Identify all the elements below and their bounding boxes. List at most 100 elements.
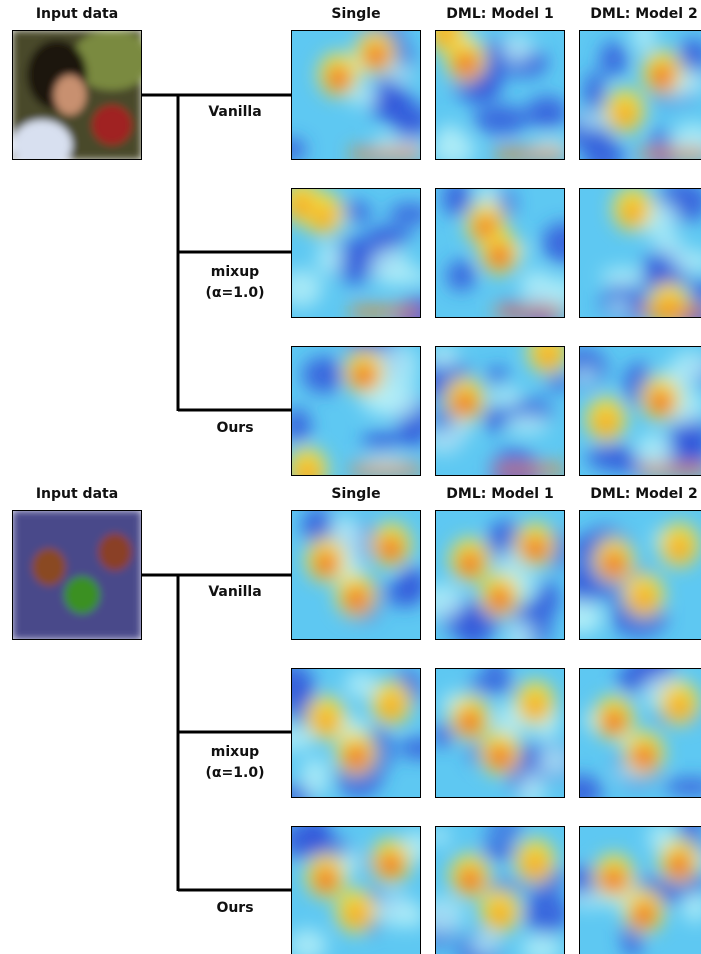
heatmap [435, 180, 586, 338]
heatmap [283, 331, 436, 492]
heatmap [417, 820, 570, 954]
cold-blob [526, 96, 569, 129]
hot-blob [614, 103, 636, 127]
column-header: DML: Model 1 [446, 486, 553, 502]
column-header: DML: Model 2 [590, 486, 697, 502]
face [54, 75, 86, 115]
light-blob [449, 421, 473, 438]
bottom-band [495, 306, 565, 318]
hot-blob [328, 67, 350, 91]
heatmap [276, 22, 433, 162]
row-label: Vanilla [208, 584, 261, 600]
hot-blob [380, 853, 402, 877]
column-header: DML: Model 2 [590, 6, 697, 22]
cold-blob [546, 374, 573, 391]
heatmap [563, 15, 701, 175]
light-blob [601, 267, 646, 286]
bottom-band [351, 464, 421, 476]
bg [12, 510, 142, 640]
row-label: Ours [216, 420, 253, 436]
bottom-band [495, 148, 565, 160]
light-blob [501, 34, 534, 64]
cold-blob [302, 357, 344, 393]
hot-blob [650, 391, 672, 415]
cold-blob [447, 260, 476, 291]
hot-blob [622, 201, 644, 225]
hot-blob [459, 710, 481, 734]
heatmap [562, 809, 701, 954]
apple-red-2 [98, 533, 132, 571]
figure: Input data Single DML: Model 1 DML: Model 2… [0, 0, 701, 954]
heatmap [430, 659, 579, 810]
tree-lines [142, 95, 291, 411]
heatmap [271, 663, 444, 808]
cold-blob [362, 432, 404, 451]
light-blob [376, 384, 420, 419]
hot-blob [668, 695, 690, 719]
bottom-band [351, 306, 421, 318]
apple-red-1 [32, 548, 66, 586]
light-blob [572, 368, 597, 385]
bottom-band [351, 148, 421, 160]
hot-blob [459, 552, 481, 576]
hot-blob [315, 710, 337, 734]
column-header: Single [331, 486, 380, 502]
shirt [12, 120, 72, 170]
hot-blob [345, 745, 367, 769]
light-blob [431, 131, 476, 168]
row-label: mixup [211, 264, 259, 280]
bottom-band [639, 148, 701, 160]
hot-blob [345, 587, 367, 611]
hot-blob [633, 745, 655, 769]
hot-blob [459, 868, 481, 892]
hot-blob [603, 868, 625, 892]
toy [92, 105, 132, 145]
heatmap [558, 649, 701, 809]
cold-blob [283, 408, 311, 443]
light-blob [429, 344, 459, 368]
hot-blob [315, 868, 337, 892]
hot-blob [489, 587, 511, 611]
hot-blob [668, 537, 690, 561]
hot-blob [651, 64, 673, 88]
light-blob [653, 234, 684, 255]
tree-lines [142, 575, 291, 891]
light-blob [427, 828, 450, 845]
heatmap [279, 814, 434, 954]
light-blob [370, 247, 410, 285]
hot-blob [455, 52, 477, 76]
light-blob [271, 725, 314, 751]
hot-blob [524, 537, 546, 561]
heatmap [425, 8, 571, 168]
hot-blob [603, 710, 625, 734]
cold-blob [584, 71, 604, 116]
light-blob [609, 298, 629, 317]
light-blob [506, 414, 548, 434]
hot-blob [315, 552, 337, 576]
cold-blob [302, 507, 334, 543]
hot-blob [489, 244, 511, 268]
light-blob [541, 277, 580, 307]
hot-blob [489, 903, 511, 927]
hot-blob [595, 411, 617, 435]
light-blob [537, 745, 573, 777]
row-label: (α=1.0) [206, 765, 265, 781]
hot-blob [365, 44, 387, 68]
row-label: (α=1.0) [206, 285, 265, 301]
hot-blob [489, 745, 511, 769]
row-label: mixup [211, 744, 259, 760]
input-label: Input data [36, 6, 118, 22]
light-blob [317, 242, 343, 275]
hot-blob [603, 552, 625, 576]
hot-blob [353, 364, 375, 388]
heatmap [279, 180, 440, 339]
cold-blob [485, 820, 525, 836]
input-image [12, 30, 152, 170]
heatmap [579, 181, 701, 333]
hot-blob [380, 695, 402, 719]
cold-blob [430, 724, 454, 747]
cold-blob [467, 677, 517, 694]
heatmap [418, 330, 573, 495]
hot-blob [290, 194, 312, 218]
cold-blob [389, 102, 432, 136]
